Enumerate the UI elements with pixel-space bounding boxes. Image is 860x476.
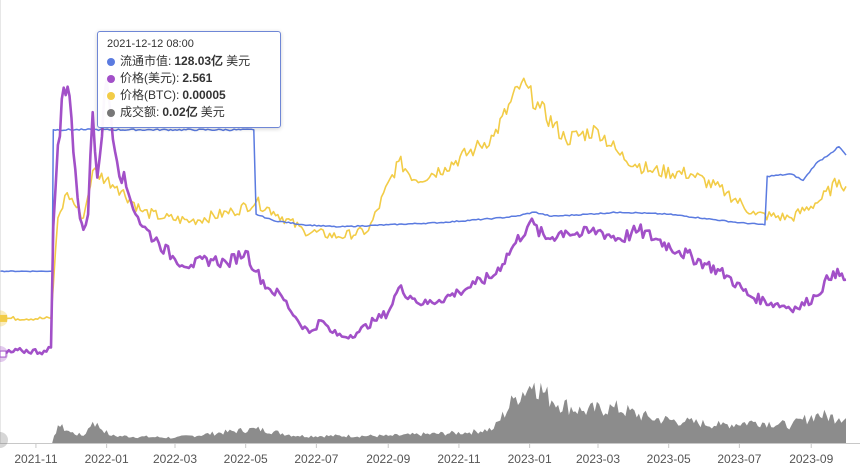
tooltip-unit: 美元 <box>200 105 225 119</box>
x-tick-label: 2022-11 <box>437 452 480 466</box>
tooltip-row-market-cap: 流通市值: 128.03亿 美元 <box>107 53 272 70</box>
tooltip-unit: 美元 <box>226 54 251 68</box>
tooltip-label: 价格(美元): <box>120 71 180 85</box>
series-dot-icon <box>107 108 115 117</box>
cursor-marker-price-btc-square <box>0 314 7 322</box>
tooltip: 2021-12-12 08:00 流通市值: 128.03亿 美元 价格(美元)… <box>97 31 281 128</box>
tooltip-value: 0.02亿 <box>162 105 198 119</box>
x-tick-label: 2022-03 <box>153 452 197 466</box>
x-tick-label: 2023-09 <box>789 452 833 466</box>
series-line-price-usd <box>0 78 847 356</box>
tooltip-title: 2021-12-12 08:00 <box>107 38 194 50</box>
tooltip-value: 128.03亿 <box>174 54 224 68</box>
tooltip-row-volume: 成交额: 0.02亿 美元 <box>107 104 272 121</box>
series-dot-icon <box>107 91 115 100</box>
x-tick-label: 2021-11 <box>14 452 57 466</box>
tooltip-value: 2.561 <box>182 71 213 85</box>
tooltip-label: 流通市值: <box>120 54 172 68</box>
x-tick-label: 2022-01 <box>85 452 129 466</box>
x-tick-label: 2022-07 <box>294 452 338 466</box>
x-tick-label: 2023-03 <box>576 452 620 466</box>
series-line-price-btc <box>0 77 847 321</box>
series-dot-icon <box>107 74 115 83</box>
tooltip-row-price-usd: 价格(美元): 2.561 <box>107 70 272 87</box>
cursor-marker-volume <box>0 432 8 448</box>
series-area-volume <box>0 382 846 443</box>
x-tick-label: 2022-05 <box>224 452 268 466</box>
tooltip-label: 成交额: <box>120 105 160 119</box>
tooltip-label: 价格(BTC): <box>120 88 180 102</box>
x-tick-label: 2023-07 <box>717 452 761 466</box>
tooltip-row-price-btc: 价格(BTC): 0.00005 <box>107 87 272 104</box>
x-tick-label: 2023-05 <box>647 452 691 466</box>
cursor-marker-price-usd-diamond <box>0 350 7 358</box>
x-tick-label: 2022-09 <box>366 452 410 466</box>
series-line-market-cap <box>0 128 847 273</box>
tooltip-value: 0.00005 <box>182 88 226 102</box>
series-dot-icon <box>107 57 115 66</box>
x-tick-label: 2023-01 <box>508 452 552 466</box>
